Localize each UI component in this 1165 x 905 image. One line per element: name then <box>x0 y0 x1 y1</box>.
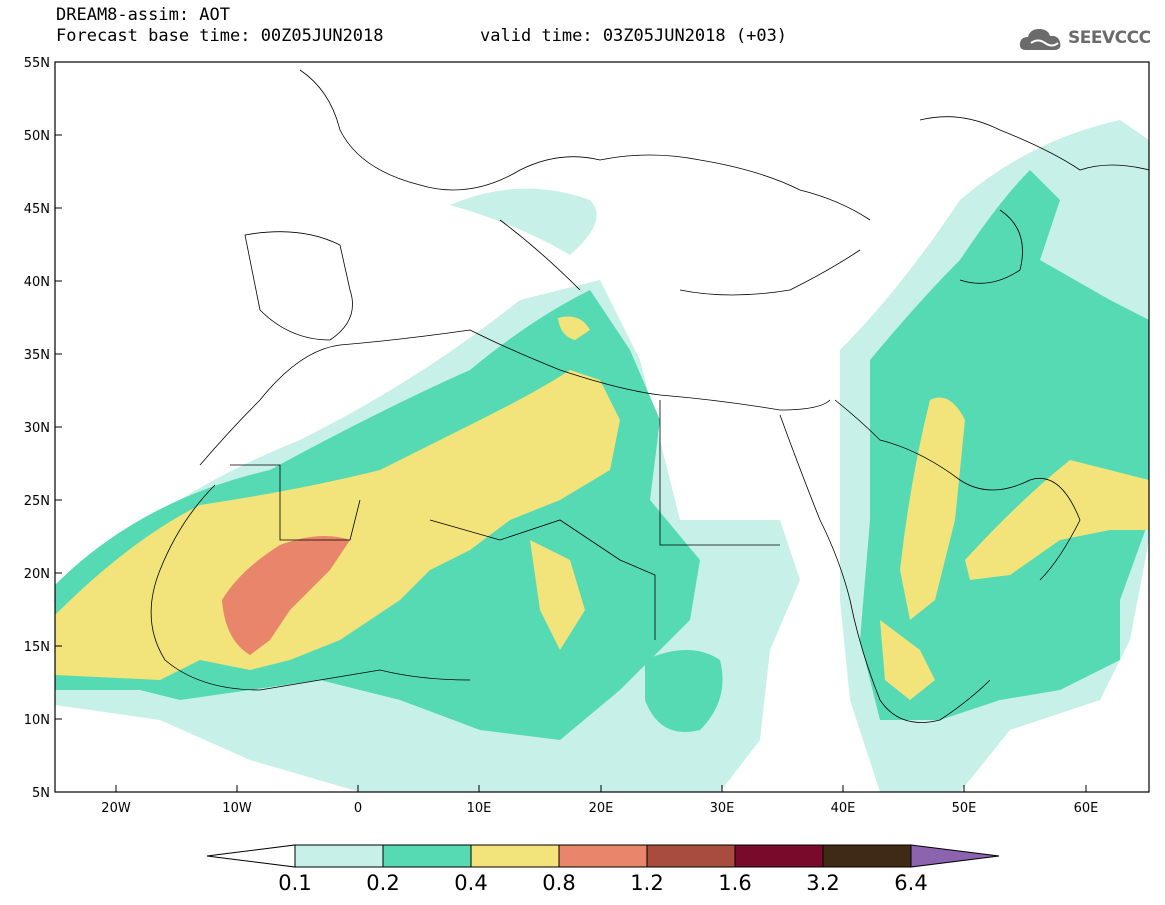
forecast-base-time: Forecast base time: 00Z05JUN2018 <box>56 26 384 46</box>
colorbar-label: 0.1 <box>278 871 311 895</box>
lat-label: 50N <box>24 129 50 144</box>
colorbar-swatch <box>470 844 560 868</box>
colorbar-label: 6.4 <box>894 871 927 895</box>
colorbar-label: 0.4 <box>454 871 487 895</box>
colorbar-label: 1.6 <box>718 871 751 895</box>
colorbar-max-triangle <box>910 844 1000 868</box>
aot-band-0.8 <box>222 536 350 655</box>
aot-band-0.4 <box>55 316 1149 700</box>
lat-label: 45N <box>24 202 50 217</box>
lat-label: 10N <box>24 713 50 728</box>
lat-label: 55N <box>24 56 50 71</box>
lon-label: 10E <box>467 801 492 816</box>
lat-labels: 55N 50N 45N 40N 35N 30N 25N 20N 15N 10N … <box>24 56 50 801</box>
lat-label: 5N <box>32 786 50 801</box>
lat-label: 40N <box>24 275 50 290</box>
lat-label: 15N <box>24 640 50 655</box>
cloud-logo-icon <box>1019 29 1061 50</box>
colorbar-swatch <box>646 844 736 868</box>
colorbar-swatch <box>382 844 472 868</box>
colorbar-swatch <box>558 844 648 868</box>
colorbar-label: 3.2 <box>806 871 839 895</box>
colorbar-label: 0.8 <box>542 871 575 895</box>
lon-label: 60E <box>1074 801 1099 816</box>
colorbar-swatch <box>294 844 384 868</box>
logo-text: SEEVCCC <box>1068 28 1151 48</box>
lon-label: 30E <box>710 801 735 816</box>
aot-contours <box>55 120 1149 792</box>
colorbar-label: 1.2 <box>630 871 663 895</box>
map-title: DREAM8-assim: AOT <box>56 5 230 25</box>
colorbar-min-triangle <box>206 844 296 868</box>
lat-label: 20N <box>24 567 50 582</box>
lon-labels: 20W 10W 0 10E 20E 30E 40E 50E 60E <box>101 801 1098 816</box>
colorbar-swatch <box>734 844 824 868</box>
lon-label: 40E <box>831 801 856 816</box>
coastlines <box>150 69 1149 723</box>
valid-time: valid time: 03Z05JUN2018 (+03) <box>480 26 788 46</box>
seevccc-logo: SEEVCCC <box>1018 20 1158 58</box>
lon-label: 20W <box>101 801 131 816</box>
lon-label: 0 <box>354 801 362 816</box>
map-frame <box>54 61 1150 793</box>
lat-label: 30N <box>24 421 50 436</box>
lat-label: 35N <box>24 348 50 363</box>
colorbar: 0.1 0.2 0.4 0.8 1.2 1.6 3.2 6.4 <box>206 844 1000 895</box>
lon-label: 20E <box>589 801 614 816</box>
colorbar-swatch <box>822 844 912 868</box>
lon-label: 10W <box>222 801 252 816</box>
axis-ticks <box>55 134 1087 792</box>
lat-label: 25N <box>24 494 50 509</box>
colorbar-label: 0.2 <box>366 871 399 895</box>
lon-label: 50E <box>952 801 977 816</box>
